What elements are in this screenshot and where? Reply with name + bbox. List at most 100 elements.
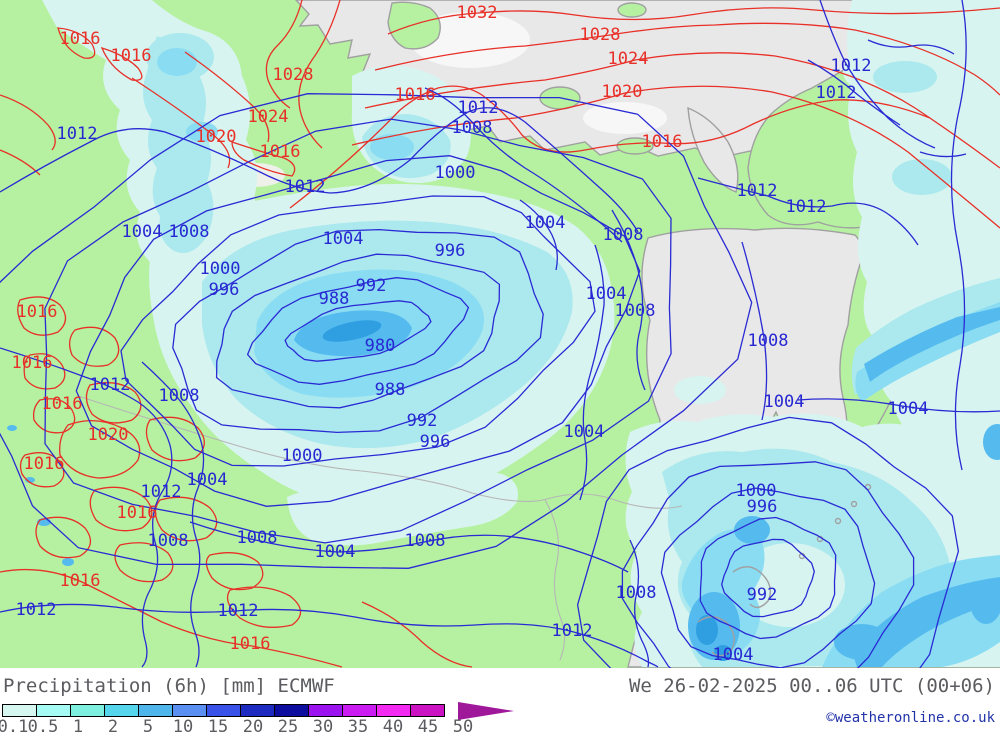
isobar-ring-988 — [721, 538, 815, 618]
isobar-label: 1012 — [552, 621, 593, 641]
isobar-label: 1008 — [603, 225, 644, 245]
isobar-label: 1008 — [237, 528, 278, 548]
isobar-rings — [0, 93, 960, 733]
isobar-label: 1016 — [42, 394, 83, 414]
colorbar-cell — [36, 704, 71, 717]
scale-label: 2 — [107, 717, 119, 733]
isobar-label: 1016 — [60, 29, 101, 49]
scale-label: 0.1 — [0, 717, 29, 733]
isobar-label: 1008 — [748, 331, 789, 351]
colorbar-cell — [2, 704, 37, 717]
isobar-label: 1004 — [525, 213, 566, 233]
colorbar-cell — [70, 704, 105, 717]
isobar-label: 1012 — [816, 83, 857, 103]
isobar-label: 1012 — [458, 98, 499, 118]
isobar-label: 1016 — [17, 302, 58, 322]
isobar-label: 1024 — [248, 107, 289, 127]
isobar-label: 1012 — [57, 124, 98, 144]
isobar-label: 1020 — [196, 127, 237, 147]
isobar-label: 1012 — [285, 177, 326, 197]
isobar-label: 1008 — [159, 386, 200, 406]
isobar-label: 992 — [747, 585, 778, 605]
scale-label: 25 — [277, 717, 299, 733]
isobar-label: 1016 — [12, 353, 53, 373]
isobar-label: 1012 — [90, 375, 131, 395]
isobar-label: 1020 — [88, 425, 129, 445]
isobar-label: 1004 — [713, 645, 754, 665]
isobar-label: 996 — [747, 497, 778, 517]
isobar-label: 1028 — [580, 25, 621, 45]
isobar-ring-980 — [284, 300, 432, 362]
isobar-label: 1032 — [457, 3, 498, 23]
scale-label: 5 — [142, 717, 154, 733]
isobar-label: 1004 — [888, 399, 929, 419]
colorbar-cell — [104, 704, 139, 717]
scale-label: 10 — [172, 717, 194, 733]
colorbar-cell — [274, 704, 309, 717]
isobar-label: 1016 — [24, 454, 65, 474]
isobar-label: 1008 — [405, 531, 446, 551]
isobar-label: 1008 — [616, 583, 657, 603]
isobar-ring-1008 — [0, 93, 753, 569]
isobar-label: 1016 — [117, 503, 158, 523]
isobar-label: 1000 — [736, 481, 777, 501]
kolyma-bay — [687, 106, 739, 193]
isobar-label: 1008 — [615, 301, 656, 321]
isobar-label: 996 — [209, 280, 240, 300]
scale-label: 1 — [72, 717, 84, 733]
isobar-label: 1012 — [831, 56, 872, 76]
colorbar-cell — [240, 704, 275, 717]
isobar-label: 1004 — [315, 542, 356, 562]
colorbar-scale-labels: 0.1 0.5 1 2 5 10 15 20 25 30 35 40 45 50 — [0, 717, 560, 733]
scale-label: 20 — [242, 717, 264, 733]
isobar-label: 1016 — [642, 132, 683, 152]
isobar-label: 1000 — [200, 259, 241, 279]
isobar-label: 1024 — [608, 49, 649, 69]
isobar-label: 1008 — [148, 531, 189, 551]
legend-title: Precipitation (6h) [mm] ECMWF — [3, 675, 335, 697]
isobar-label: 1020 — [602, 82, 643, 102]
isobar-ring-992 — [172, 228, 544, 434]
island — [616, 137, 654, 155]
isobar-ring-996 — [120, 195, 596, 467]
isobar-label: 1004 — [323, 229, 364, 249]
scale-label: 15 — [207, 717, 229, 733]
isobar-label: 1000 — [435, 163, 476, 183]
scale-label: 45 — [417, 717, 439, 733]
isobar-ring-1004 — [44, 118, 672, 544]
isobar-label: 1012 — [737, 181, 778, 201]
colorbar-cell — [308, 704, 343, 717]
isobar-ring-984 — [246, 277, 470, 385]
isobar-label: 1004 — [564, 422, 605, 442]
isobars-blue — [0, 0, 1000, 668]
isobar-label: 996 — [420, 432, 451, 452]
isobar-label: 1000 — [282, 446, 323, 466]
scale-label: 35 — [347, 717, 369, 733]
isobar-label: 1028 — [273, 65, 314, 85]
colorbar — [2, 704, 445, 717]
colorbar-cell — [376, 704, 411, 717]
isobar-label: 980 — [365, 336, 396, 356]
scale-label: 40 — [382, 717, 404, 733]
scale-label: 50 — [452, 717, 474, 733]
isobar-label: 1012 — [141, 482, 182, 502]
isobar-ring-1000 — [75, 155, 641, 507]
isobar-ring-988 — [215, 253, 501, 409]
scale-label: 30 — [312, 717, 334, 733]
scale-label: 0.5 — [27, 717, 59, 733]
colorbar-cell — [342, 704, 377, 717]
isobar-label: 1016 — [230, 634, 271, 654]
isobar-label: 992 — [407, 411, 438, 431]
new-siberian-island — [387, 1, 441, 50]
precip-dark — [7, 307, 1000, 667]
colorbar-cell — [410, 704, 445, 717]
isobar-label: 1012 — [218, 601, 259, 621]
colorbar-cell — [138, 704, 173, 717]
isobar-label: 1016 — [260, 142, 301, 162]
isobar-label: 1016 — [111, 46, 152, 66]
isobar-label: 996 — [435, 241, 466, 261]
copyright: ©weatheronline.co.uk — [826, 710, 995, 726]
